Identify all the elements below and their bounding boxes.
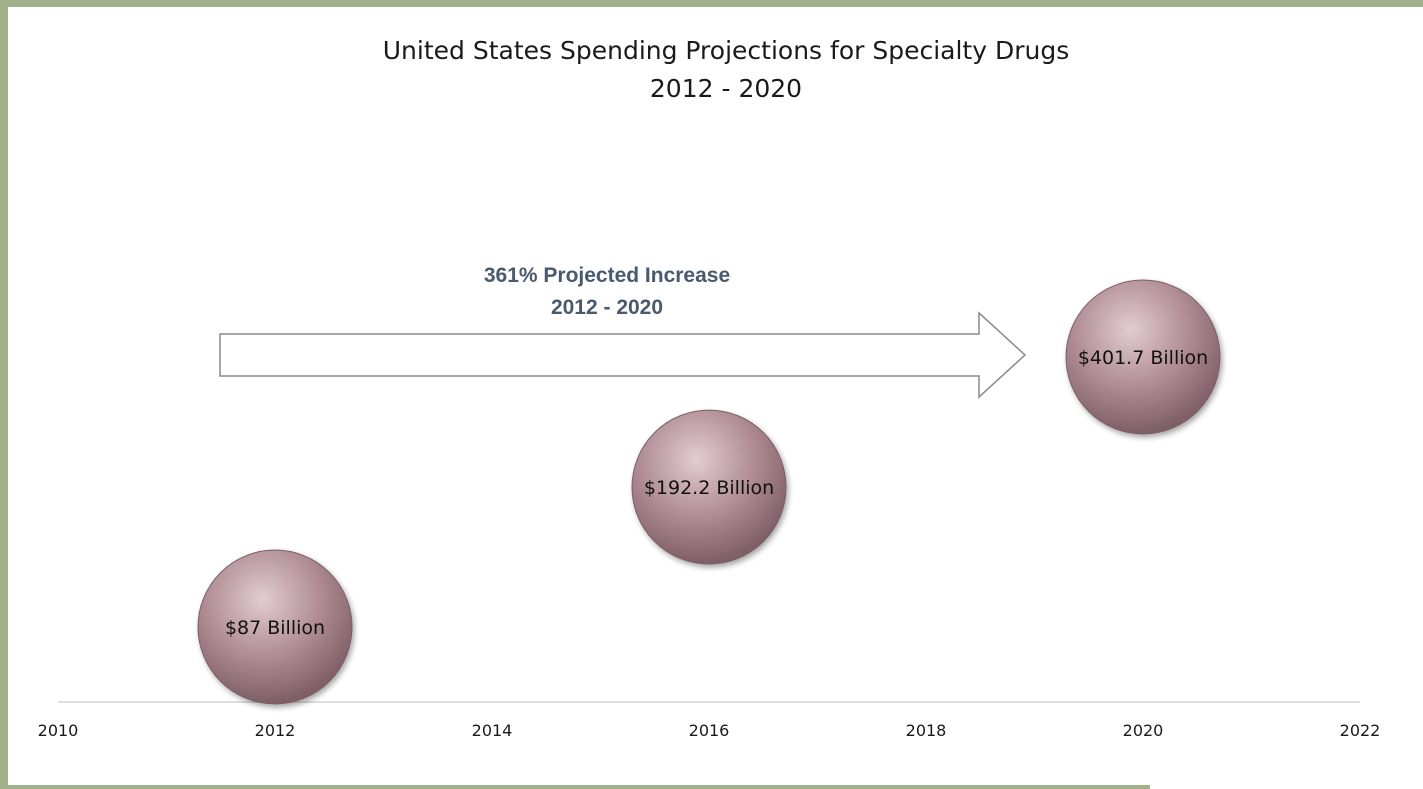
data-label: $192.2 Billion xyxy=(644,477,774,499)
data-label: $401.7 Billion xyxy=(1078,347,1208,369)
x-tick-label: 2012 xyxy=(255,721,296,740)
data-bubble xyxy=(197,549,353,705)
x-tick-label: 2018 xyxy=(906,721,947,740)
x-tick-label: 2022 xyxy=(1340,721,1381,740)
data-label: $87 Billion xyxy=(225,617,325,639)
increase-annotation-range: 2012 - 2020 xyxy=(551,296,663,319)
data-point: $401.7 Billion xyxy=(1065,279,1221,435)
x-tick-label: 2020 xyxy=(1123,721,1164,740)
chart-subtitle: 2012 - 2020 xyxy=(650,74,802,103)
data-bubble xyxy=(631,409,787,565)
chart-title: United States Spending Projections for S… xyxy=(383,36,1069,65)
increase-arrow xyxy=(219,311,1027,399)
data-point: $87 Billion xyxy=(197,549,353,705)
x-tick-label: 2014 xyxy=(472,721,513,740)
x-tick-label: 2016 xyxy=(689,721,730,740)
increase-annotation: 361% Projected Increase xyxy=(484,264,730,287)
data-bubble xyxy=(1065,279,1221,435)
data-point: $192.2 Billion xyxy=(631,409,787,565)
x-tick-label: 2010 xyxy=(38,721,79,740)
frame-edge xyxy=(0,785,1150,789)
data-bubbles: $87 Billion $192.2 Billion $401.7 Billion xyxy=(197,279,1221,705)
x-tick-labels: 2010 2012 2014 2016 2018 2020 2022 xyxy=(38,721,1381,740)
